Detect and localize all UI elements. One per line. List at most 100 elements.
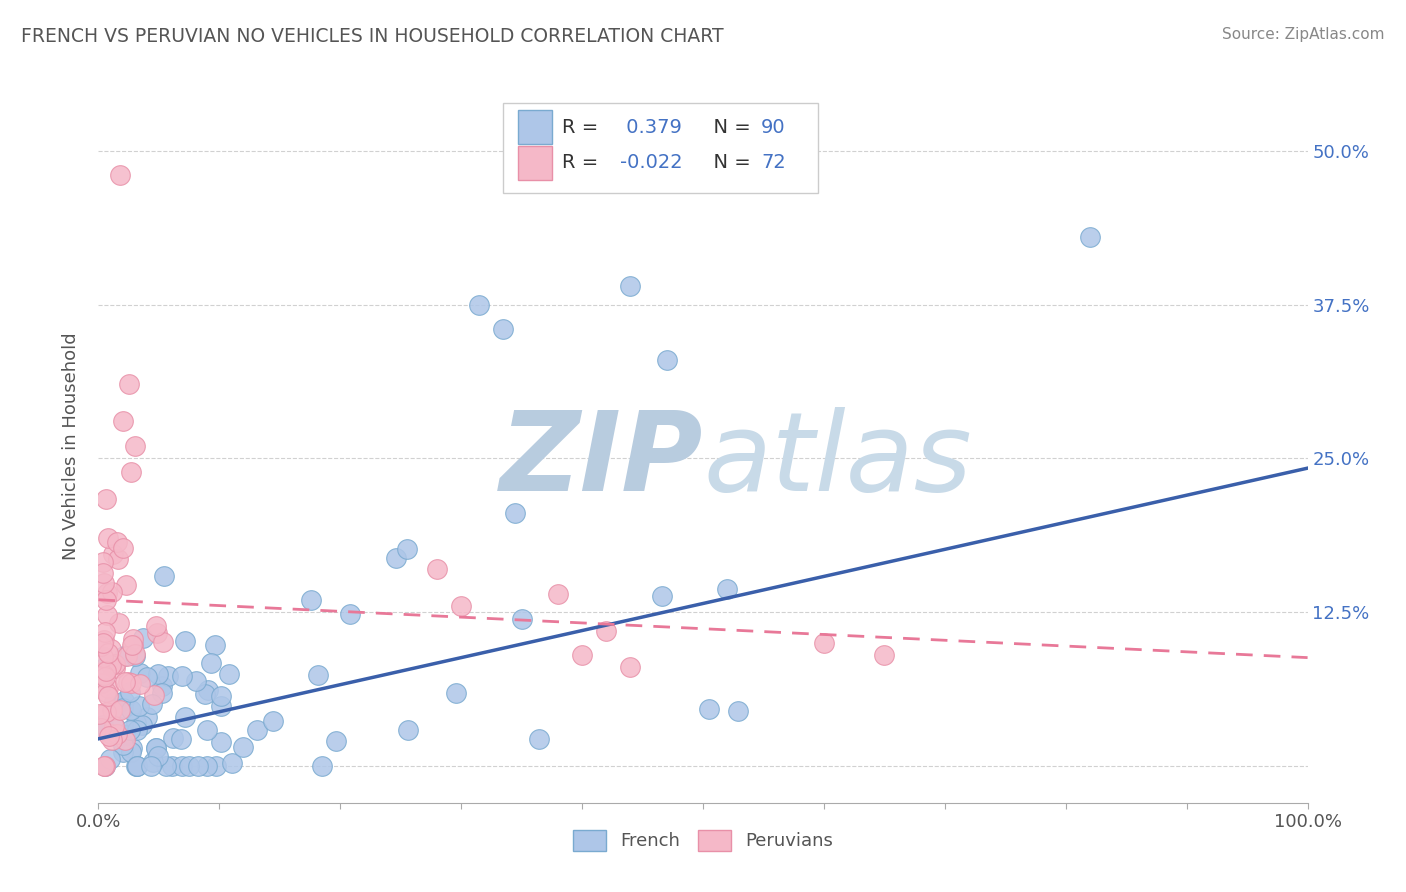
Point <box>93 664 115 678</box>
Point <box>128 666 150 681</box>
Point <box>115 578 138 592</box>
Point <box>125 715 148 730</box>
Point <box>124 648 146 663</box>
Point <box>121 741 143 756</box>
Text: 72: 72 <box>761 153 786 172</box>
Point <box>124 439 146 453</box>
Point <box>145 619 167 633</box>
Point <box>93 668 115 682</box>
Bar <box>517 145 553 180</box>
Point <box>139 759 162 773</box>
Point <box>186 674 208 689</box>
Point <box>112 541 135 555</box>
Point <box>91 566 114 580</box>
Point <box>619 279 641 293</box>
Point <box>813 636 835 650</box>
Point <box>104 657 127 672</box>
Point <box>94 758 117 772</box>
Point <box>209 735 232 749</box>
Point <box>187 759 209 773</box>
Text: -0.022: -0.022 <box>620 153 682 172</box>
Point <box>91 671 114 685</box>
Point <box>100 732 122 747</box>
Point <box>114 675 136 690</box>
Point <box>160 759 183 773</box>
Point <box>135 710 157 724</box>
Point <box>1078 230 1101 244</box>
Text: ZIP: ZIP <box>499 407 703 514</box>
Point <box>100 658 122 673</box>
Point <box>492 322 515 336</box>
Point <box>232 740 254 755</box>
Text: FRENCH VS PERUVIAN NO VEHICLES IN HOUSEHOLD CORRELATION CHART: FRENCH VS PERUVIAN NO VEHICLES IN HOUSEH… <box>21 27 724 45</box>
Point <box>142 755 165 769</box>
Point <box>699 701 721 715</box>
Point <box>117 648 139 663</box>
Point <box>174 709 197 723</box>
Point <box>107 551 129 566</box>
Point <box>104 721 127 735</box>
Point <box>96 586 118 600</box>
Point <box>93 670 115 684</box>
Point <box>200 656 222 670</box>
Point <box>426 562 449 576</box>
Point <box>112 701 135 715</box>
Point <box>505 506 527 520</box>
Point <box>128 699 150 714</box>
Point <box>120 465 142 479</box>
Point <box>325 734 347 748</box>
Point <box>146 626 169 640</box>
Point <box>131 718 153 732</box>
Point <box>384 551 406 566</box>
Point <box>96 608 118 623</box>
Point <box>145 741 167 756</box>
Point <box>121 632 143 646</box>
Point <box>510 612 533 626</box>
Point <box>112 694 135 708</box>
Point <box>170 731 193 746</box>
Point <box>94 706 117 720</box>
Point <box>444 686 467 700</box>
Text: 90: 90 <box>761 118 786 136</box>
Point <box>595 624 617 638</box>
Point <box>120 676 142 690</box>
Point <box>94 684 117 698</box>
Point <box>103 695 125 709</box>
Point <box>204 638 226 652</box>
Point <box>91 636 114 650</box>
Point <box>90 721 112 735</box>
Point <box>468 297 491 311</box>
Point <box>307 668 329 682</box>
Point <box>93 722 115 736</box>
Text: R =: R = <box>561 153 605 172</box>
Point <box>93 718 115 732</box>
Point <box>107 615 129 630</box>
Point <box>101 548 124 562</box>
Point <box>114 728 136 742</box>
Point <box>97 646 120 660</box>
Point <box>89 640 111 654</box>
Point <box>146 666 169 681</box>
Point <box>111 414 134 428</box>
Point <box>152 635 174 649</box>
Point <box>195 759 218 773</box>
Point <box>93 675 115 690</box>
Point <box>87 706 110 721</box>
Point <box>90 676 112 690</box>
Point <box>100 703 122 717</box>
Point <box>105 727 128 741</box>
Point <box>311 759 333 773</box>
Point <box>98 752 121 766</box>
Point <box>125 759 148 773</box>
Point <box>153 569 176 583</box>
Point <box>112 738 135 752</box>
Point <box>246 723 269 738</box>
Point <box>120 703 142 717</box>
Point <box>100 727 122 741</box>
Point <box>96 665 118 679</box>
Point <box>122 638 145 652</box>
Point <box>96 592 118 607</box>
Point <box>221 756 243 771</box>
Point <box>114 732 136 747</box>
Point <box>396 723 419 737</box>
